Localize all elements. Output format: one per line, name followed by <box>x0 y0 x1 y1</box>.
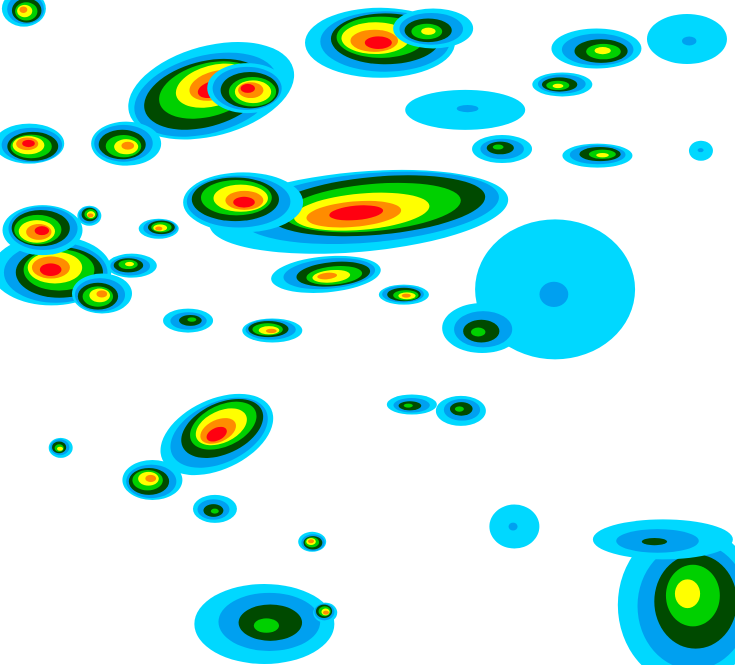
reflectivity-level-4 <box>594 47 611 55</box>
reflectivity-level-5 <box>401 293 411 298</box>
reflectivity-level-6 <box>22 139 35 148</box>
reflectivity-level-4 <box>125 261 135 267</box>
reflectivity-level-4 <box>552 83 564 89</box>
reflectivity-level-3 <box>471 327 486 337</box>
reflectivity-level-6 <box>206 426 227 442</box>
reflectivity-level-3 <box>403 403 413 408</box>
reflectivity-level-5 <box>96 290 108 298</box>
storm-cell <box>194 583 335 664</box>
storm-cell <box>489 504 540 549</box>
reflectivity-level-6 <box>34 226 50 236</box>
storm-cell <box>472 135 533 164</box>
storm-cell <box>562 143 633 168</box>
reflectivity-level-5 <box>145 474 157 483</box>
storm-cell <box>106 253 157 278</box>
reflectivity-level-5 <box>322 610 329 615</box>
storm-cell <box>77 205 102 226</box>
storm-cell <box>163 308 214 333</box>
reflectivity-level-1 <box>456 104 479 113</box>
storm-cell <box>551 28 642 69</box>
reflectivity-level-4 <box>596 153 609 158</box>
storm-cell <box>72 273 133 314</box>
reflectivity-level-5 <box>87 213 94 218</box>
reflectivity-level-1 <box>682 36 697 46</box>
reflectivity-level-3 <box>454 406 464 412</box>
reflectivity-level-6 <box>39 263 62 276</box>
reflectivity-level-1 <box>508 522 518 531</box>
reflectivity-level-5 <box>121 141 135 150</box>
reflectivity-level-5 <box>19 6 28 13</box>
reflectivity-level-3 <box>253 618 280 633</box>
reflectivity-level-3 <box>187 317 197 322</box>
storm-cell <box>160 393 274 476</box>
storm-cell <box>386 394 437 415</box>
storm-cell <box>688 140 713 161</box>
storm-cell <box>405 89 526 130</box>
reflectivity-level-6 <box>233 196 255 208</box>
storm-cell <box>242 318 303 343</box>
reflectivity-level-3 <box>210 508 219 514</box>
storm-cell <box>298 531 327 552</box>
storm-cell <box>207 63 288 114</box>
storm-cell <box>192 494 237 523</box>
storm-cell <box>2 205 83 256</box>
storm-cell <box>592 519 733 560</box>
storm-cell <box>393 8 474 49</box>
storm-cell <box>442 303 523 354</box>
reflectivity-level-4 <box>674 579 701 609</box>
reflectivity-level-1 <box>539 281 569 307</box>
storm-cell <box>122 460 183 501</box>
reflectivity-level-6 <box>240 83 255 93</box>
storm-cell <box>435 395 486 426</box>
reflectivity-level-3 <box>492 144 504 150</box>
reflectivity-level-6 <box>329 205 384 221</box>
storm-cell <box>617 525 735 665</box>
storm-cell <box>532 72 593 97</box>
storm-cell <box>183 172 304 233</box>
reflectivity-level-5 <box>317 272 338 280</box>
reflectivity-level-4 <box>57 446 64 451</box>
storm-cell <box>646 14 727 65</box>
reflectivity-level-5 <box>155 226 163 231</box>
storm-cell <box>48 437 73 458</box>
storm-cell <box>91 121 162 166</box>
reflectivity-level-5 <box>265 328 277 334</box>
storm-cell <box>313 602 338 623</box>
reflectivity-level-5 <box>307 539 314 544</box>
storm-cell <box>1 0 46 27</box>
reflectivity-level-4 <box>421 27 436 35</box>
reflectivity-level-1 <box>697 148 704 153</box>
storm-cell <box>271 255 381 293</box>
storm-cell <box>0 123 65 164</box>
storm-cell <box>138 218 179 239</box>
reflectivity-level-6 <box>364 36 392 49</box>
reflectivity-level-2 <box>641 537 668 546</box>
storm-cell <box>378 284 429 305</box>
